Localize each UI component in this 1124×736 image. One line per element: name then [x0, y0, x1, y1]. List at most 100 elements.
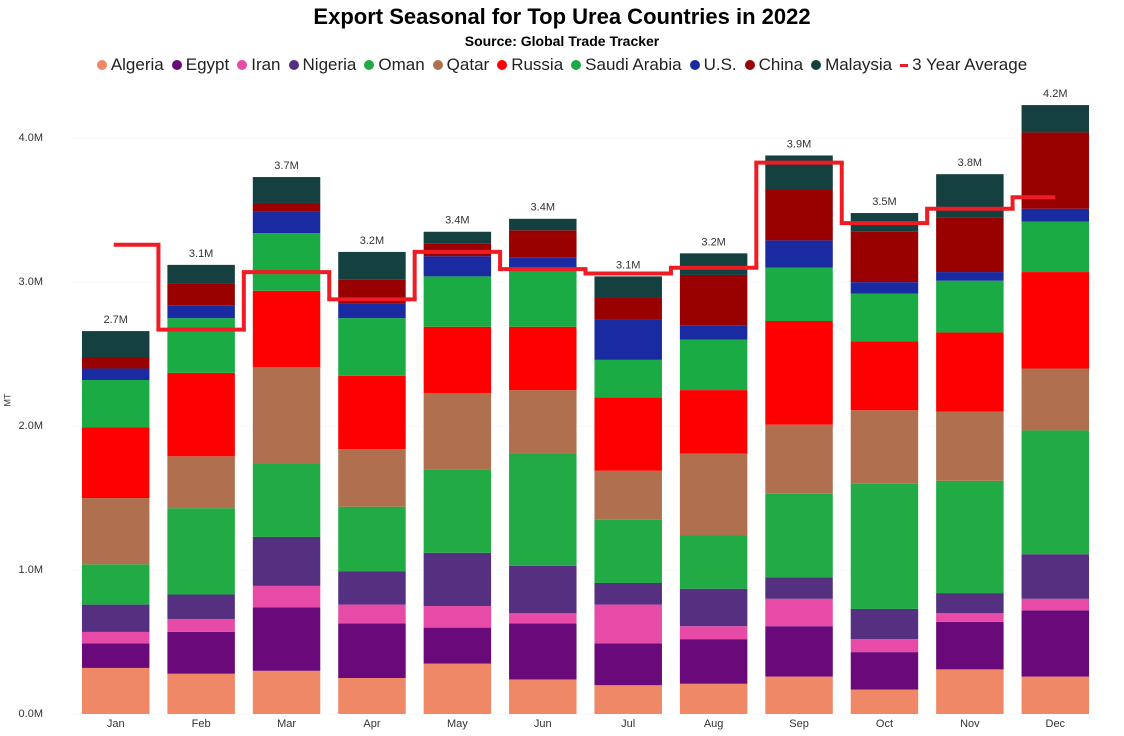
bar-segment [167, 594, 235, 619]
bar-segment [252, 585, 321, 608]
x-tick-label: Mar [277, 718, 296, 730]
bar-segment [679, 253, 748, 275]
legend-marker [497, 60, 508, 70]
bar-segment [1021, 598, 1090, 611]
legend-label: Qatar [446, 55, 490, 74]
bar-segment [423, 326, 492, 393]
bar-segment [936, 480, 1004, 594]
bar-segment [167, 283, 235, 306]
legend-label: U.S. [703, 55, 737, 74]
x-tick-label: Sep [789, 718, 809, 730]
legend: Algeria Egypt Iran Nigeria Oman Qatar Russia Sa… [0, 55, 1124, 75]
bar-segment [509, 230, 577, 258]
bar-segment [765, 598, 833, 627]
legend-item[interactable]: Russia [497, 55, 563, 75]
bar-segment [765, 424, 833, 494]
bar-segment [81, 427, 150, 499]
x-tick-label: Nov [960, 718, 980, 730]
bar-segment [252, 463, 321, 537]
legend-marker [288, 60, 299, 70]
legend-item[interactable]: Iran [237, 55, 281, 75]
y-tick-label: 4.0M [19, 132, 43, 144]
bar-segment [423, 663, 492, 714]
bar-segment [850, 410, 919, 484]
bar-segment [509, 623, 577, 680]
bar-segment [167, 305, 235, 319]
bar-segment [1021, 368, 1090, 431]
legend-item[interactable]: Oman [364, 55, 425, 75]
bar-segment [338, 303, 406, 319]
bar-segment [338, 506, 406, 572]
y-axis-label: MT [2, 393, 12, 406]
legend-item[interactable]: U.S. [689, 55, 737, 75]
legend-item[interactable]: Nigeria [288, 55, 356, 75]
bar-segment [338, 623, 406, 679]
bar-segment [252, 177, 321, 203]
total-label: 3.2M [701, 236, 725, 248]
bar-segment [765, 676, 833, 714]
bar-segment [167, 618, 235, 632]
total-label: 3.2M [360, 235, 384, 247]
y-tick-label: 1.0M [19, 564, 43, 576]
bar-segment [936, 411, 1004, 481]
bar-segment [679, 535, 748, 589]
bar-segment [81, 356, 150, 369]
bar-segment [936, 217, 1004, 273]
bar-segment [167, 631, 235, 674]
y-tick-label: 2.0M [19, 420, 43, 432]
bar-segment [423, 243, 492, 257]
bar-segment [1021, 105, 1090, 133]
bar-segment [936, 272, 1004, 281]
legend-item[interactable]: Malaysia [811, 55, 892, 75]
bar-segment [594, 604, 662, 644]
total-label: 3.8M [958, 157, 982, 169]
bar-segment [1021, 208, 1090, 222]
legend-marker [237, 60, 248, 70]
legend-item[interactable]: Saudi Arabia [571, 55, 682, 75]
total-label: 3.5M [872, 196, 896, 208]
bar-segment [1021, 272, 1090, 369]
bar-segment [167, 456, 235, 509]
bar-segment [252, 607, 321, 671]
bar-segment [850, 282, 919, 294]
bar-segment [594, 583, 662, 605]
bar-segment [81, 667, 150, 714]
bar-segment [765, 577, 833, 599]
total-label: 3.9M [787, 138, 811, 150]
bar-segment [81, 331, 150, 357]
legend-marker [432, 60, 443, 70]
legend-item[interactable]: Algeria [96, 55, 164, 75]
bar-segment [1021, 554, 1090, 599]
bar-segment [1021, 676, 1090, 714]
legend-marker [689, 60, 700, 70]
bar-segment [936, 174, 1004, 218]
total-label: 3.1M [616, 259, 640, 271]
y-tick-label: 3.0M [19, 276, 43, 288]
legend-item[interactable]: China [744, 55, 804, 75]
bar-segment [679, 325, 748, 340]
bar-segment [338, 375, 406, 450]
legend-item[interactable]: Egypt [171, 55, 230, 75]
bar-segment [594, 276, 662, 298]
legend-label: China [758, 55, 804, 74]
bar-segment [252, 536, 321, 586]
bar-segment [167, 673, 235, 714]
legend-marker [811, 60, 822, 70]
bar-segment [509, 267, 577, 327]
bar-segment [252, 367, 321, 464]
bar-segment [81, 564, 150, 605]
bar-segment [509, 326, 577, 391]
bar-segment [594, 297, 662, 320]
x-tick-label: Oct [876, 718, 893, 730]
bar-segment [936, 669, 1004, 714]
legend-label: Egypt [185, 55, 230, 74]
legend-item[interactable]: 3 Year Average [900, 55, 1027, 75]
bar-segment [679, 588, 748, 627]
legend-item[interactable]: Qatar [432, 55, 490, 75]
bar-segment [509, 257, 577, 268]
bar-segment [509, 390, 577, 454]
bar-segment [81, 498, 150, 565]
bar-segment [338, 604, 406, 624]
legend-label: Russia [511, 55, 564, 74]
bar-segment [509, 565, 577, 614]
